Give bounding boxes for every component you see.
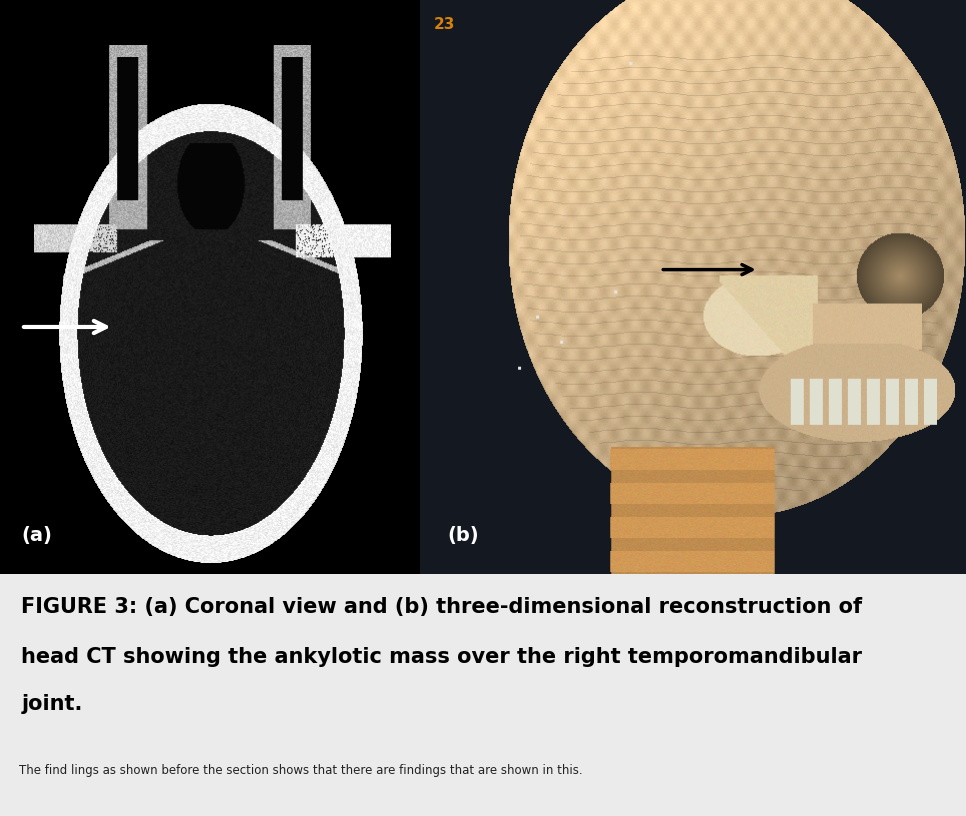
Text: joint.: joint. — [21, 694, 83, 714]
Text: The find lings as shown before the section shows that there are findings that ar: The find lings as shown before the secti… — [19, 765, 582, 777]
Text: (a): (a) — [21, 526, 52, 545]
Text: (b): (b) — [447, 526, 479, 545]
Text: 23: 23 — [434, 17, 455, 32]
Text: FIGURE 3: (a) Coronal view and (b) three-dimensional reconstruction of: FIGURE 3: (a) Coronal view and (b) three… — [21, 597, 863, 617]
Text: head CT showing the ankylotic mass over the right temporomandibular: head CT showing the ankylotic mass over … — [21, 647, 863, 667]
